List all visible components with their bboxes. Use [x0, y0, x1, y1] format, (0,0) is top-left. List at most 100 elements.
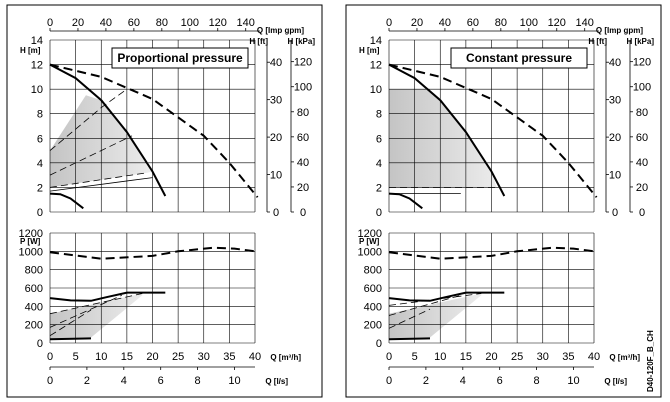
power-left-tick-label: 400	[364, 301, 382, 313]
ft-axis-tick-label: 40	[609, 57, 621, 69]
top-axis-tick-label: 40	[439, 17, 451, 29]
ls-axis-tick-label: 0	[47, 375, 53, 387]
top-axis-tick-label: 0	[386, 17, 392, 29]
ls-axis-label: Q [l/s]	[265, 377, 288, 386]
power-curve-5	[388, 294, 461, 316]
ls-axis-tick-label: 10	[567, 375, 579, 387]
head-left-tick-label: 0	[376, 207, 382, 219]
ls-axis-tick-label: 2	[84, 375, 90, 387]
ft-axis-tick-label: 0	[273, 207, 279, 219]
power-curve-3	[388, 337, 431, 341]
chart-title: Proportional pressure	[117, 51, 243, 65]
power-control-area	[50, 293, 143, 340]
ft-axis-tick-label: 0	[612, 207, 618, 219]
head-left-tick-label: 0	[37, 207, 43, 219]
head-axis-label: H [m]	[359, 46, 380, 55]
kpa-axis-tick-label: 100	[633, 82, 651, 94]
head-left-tick-label: 4	[37, 158, 43, 170]
power-left-tick-label: 1000	[19, 246, 43, 258]
kpa-axis-tick-label: 80	[297, 107, 309, 119]
top-axis-tick-label: 120	[548, 17, 566, 29]
power-left-tick-label: 200	[25, 320, 43, 332]
head-left-tick-label: 2	[376, 182, 382, 194]
m3h-axis-tick-label: 25	[511, 351, 523, 363]
kpa-axis-label: H [kPa]	[287, 37, 315, 46]
ft-axis-tick-label: 20	[609, 132, 621, 144]
power-left-tick-label: 1200	[358, 228, 382, 240]
power-left-tick-label: 400	[25, 301, 43, 313]
top-axis-tick-label: 100	[520, 17, 538, 29]
head-curve-7	[49, 177, 153, 192]
ft-axis-tick-label: 30	[609, 95, 621, 107]
ft-axis-label: H [ft]	[588, 37, 607, 46]
power-left-tick-label: 1000	[358, 246, 382, 258]
m3h-axis-tick-label: 0	[47, 351, 53, 363]
top-axis-tick-label: 120	[209, 17, 227, 29]
ls-axis-tick-label: 4	[121, 375, 127, 387]
ft-axis-tick-label: 30	[270, 95, 282, 107]
ls-axis-tick-label: 10	[228, 375, 240, 387]
head-left-tick-label: 6	[376, 133, 382, 145]
head-curve-1	[388, 63, 506, 197]
chart-title: Constant pressure	[466, 51, 572, 65]
m3h-axis-tick-label: 20	[146, 351, 158, 363]
chart-title-box	[450, 47, 588, 69]
m3h-axis-tick-label: 20	[485, 351, 497, 363]
top-axis-tick-label: 80	[156, 17, 168, 29]
m3h-axis-tick-label: 30	[198, 351, 210, 363]
top-axis-tick-label: 60	[467, 17, 479, 29]
m3h-axis-tick-label: 5	[73, 351, 79, 363]
m3h-axis-tick-label: 30	[537, 351, 549, 363]
power-left-tick-label: 0	[376, 338, 382, 350]
m3h-axis-tick-label: 40	[249, 351, 261, 363]
ft-axis-tick-label: 10	[609, 170, 621, 182]
kpa-axis-tick-label: 100	[294, 82, 312, 94]
kpa-axis-tick-label: 40	[297, 157, 309, 169]
m3h-axis-tick-label: 35	[562, 351, 574, 363]
power-axis-label: P [W]	[20, 237, 41, 246]
ft-axis-tick-label: 20	[270, 132, 282, 144]
head-curve-1	[49, 63, 167, 197]
head-left-tick-label: 4	[376, 158, 382, 170]
power-left-tick-label: 600	[25, 283, 43, 295]
head-left-tick-label: 10	[31, 84, 43, 96]
ls-axis-tick-label: 6	[158, 375, 164, 387]
head-curve-2	[388, 63, 598, 198]
power-curve-3	[49, 337, 92, 341]
ft-axis-tick-label: 10	[270, 170, 282, 182]
kpa-axis-tick-label: 20	[297, 182, 309, 194]
kpa-axis-tick-label: 80	[636, 107, 648, 119]
kpa-axis-tick-label: 20	[636, 182, 648, 194]
m3h-axis-tick-label: 10	[95, 351, 107, 363]
power-control-area	[389, 293, 482, 340]
power-left-tick-label: 800	[364, 265, 382, 277]
kpa-axis-tick-label: 0	[300, 207, 306, 219]
ls-axis-tick-label: 4	[460, 375, 466, 387]
top-axis-label: Q [Imp gpm]	[257, 26, 304, 35]
m3h-axis-label: Q [m³/h]	[609, 353, 640, 362]
ft-axis-tick-label: 40	[270, 57, 282, 69]
top-axis-tick-label: 20	[72, 17, 84, 29]
power-curve-6	[49, 309, 92, 337]
m3h-axis-tick-label: 10	[434, 351, 446, 363]
m3h-axis-tick-label: 15	[460, 351, 472, 363]
ls-axis-tick-label: 8	[195, 375, 201, 387]
m3h-axis-tick-label: 15	[121, 351, 133, 363]
head-left-tick-label: 14	[31, 35, 43, 47]
head-left-tick-label: 8	[37, 109, 43, 121]
m3h-axis-label: Q [m³/h]	[270, 353, 301, 362]
power-left-tick-label: 200	[364, 320, 382, 332]
head-left-tick-label: 12	[31, 60, 43, 72]
power-left-tick-label: 1200	[19, 228, 43, 240]
power-curve-4	[49, 293, 143, 315]
m3h-axis-tick-label: 5	[412, 351, 418, 363]
top-axis-tick-label: 80	[495, 17, 507, 29]
chart-title-box	[111, 47, 249, 69]
head-curve-4	[49, 88, 128, 151]
head-left-tick-label: 14	[370, 35, 382, 47]
head-axis-label: H [m]	[20, 46, 41, 55]
